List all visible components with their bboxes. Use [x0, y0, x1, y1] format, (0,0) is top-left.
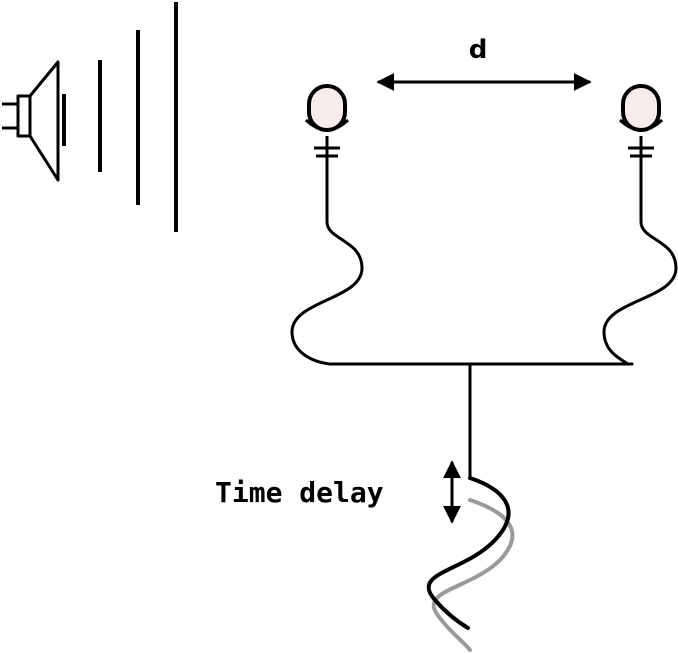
loudspeaker-icon — [2, 60, 66, 182]
output-waveform — [426, 476, 511, 630]
left-mic-cable — [290, 158, 364, 366]
sound-waves — [98, 2, 178, 232]
microphone-left-icon — [304, 84, 350, 160]
microphone-right-icon — [618, 84, 664, 160]
distance-label: d — [469, 35, 488, 65]
delayed-waveform — [431, 498, 515, 652]
time-delay-label: Time delay — [215, 476, 384, 509]
right-mic-cable — [602, 158, 678, 366]
